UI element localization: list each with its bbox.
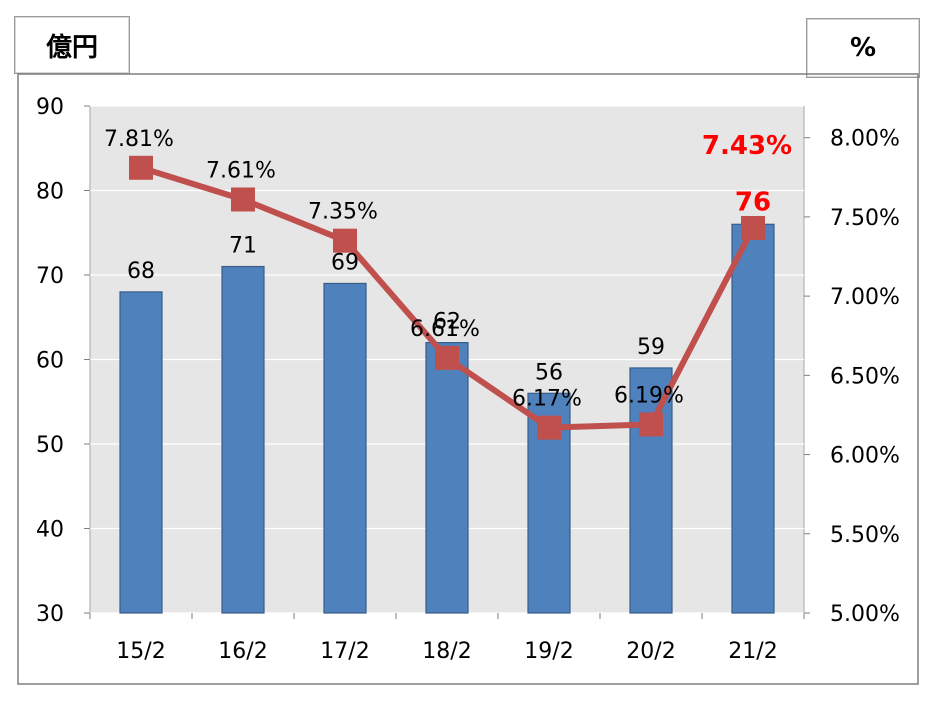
bar-data-label: 71 (229, 234, 257, 259)
chart-frame (17, 73, 919, 685)
line-marker (537, 415, 561, 440)
right-tick-label: 8.00% (830, 127, 900, 152)
bar-data-label: 76 (735, 187, 771, 217)
left-axis-unit: 億円 (14, 16, 130, 74)
right-axis-unit: % (806, 18, 920, 78)
bar (323, 282, 367, 614)
left-tick-label: 50 (36, 433, 64, 458)
line-marker (435, 345, 459, 370)
right-tick-label: 7.00% (830, 285, 900, 310)
right-tick-label: 7.50% (830, 206, 900, 231)
line-marker (333, 228, 357, 253)
bar-data-label: 62 (433, 310, 461, 335)
bar-data-label: 56 (535, 360, 563, 385)
right-tick-label: 5.50% (830, 523, 900, 548)
left-tick-label: 30 (36, 602, 64, 627)
left-tick-label: 80 (36, 180, 64, 205)
bar-data-label: 68 (127, 259, 155, 284)
bar (119, 291, 163, 614)
line-marker (639, 412, 663, 437)
category-label: 20/2 (626, 639, 675, 664)
line-data-label: 6.19% (614, 383, 684, 408)
line-data-label: 7.43% (702, 131, 792, 161)
line-marker (741, 215, 765, 240)
line-data-label: 6.61% (410, 317, 480, 342)
line-marker (231, 187, 255, 212)
bar (425, 342, 469, 614)
left-tick-label: 40 (36, 518, 64, 543)
category-label: 18/2 (422, 639, 471, 664)
line-data-label: 7.35% (308, 200, 378, 225)
line-marker (129, 155, 153, 180)
category-label: 19/2 (524, 639, 573, 664)
right-tick-label: 5.00% (830, 602, 900, 627)
line-data-label: 7.61% (206, 158, 276, 183)
category-label: 21/2 (728, 639, 777, 664)
left-tick-label: 90 (36, 95, 64, 120)
category-label: 17/2 (320, 639, 369, 664)
bar (731, 223, 775, 614)
right-tick-label: 6.50% (830, 364, 900, 389)
left-tick-label: 70 (36, 264, 64, 289)
bar (629, 367, 673, 614)
bar-data-label: 59 (637, 335, 665, 360)
line-data-label: 7.81% (104, 127, 174, 152)
bar (221, 265, 265, 614)
bar-data-label: 69 (331, 250, 359, 275)
category-label: 15/2 (116, 639, 165, 664)
left-tick-label: 60 (36, 349, 64, 374)
category-label: 16/2 (218, 639, 267, 664)
right-tick-label: 6.00% (830, 444, 900, 469)
line-data-label: 6.17% (512, 387, 582, 412)
